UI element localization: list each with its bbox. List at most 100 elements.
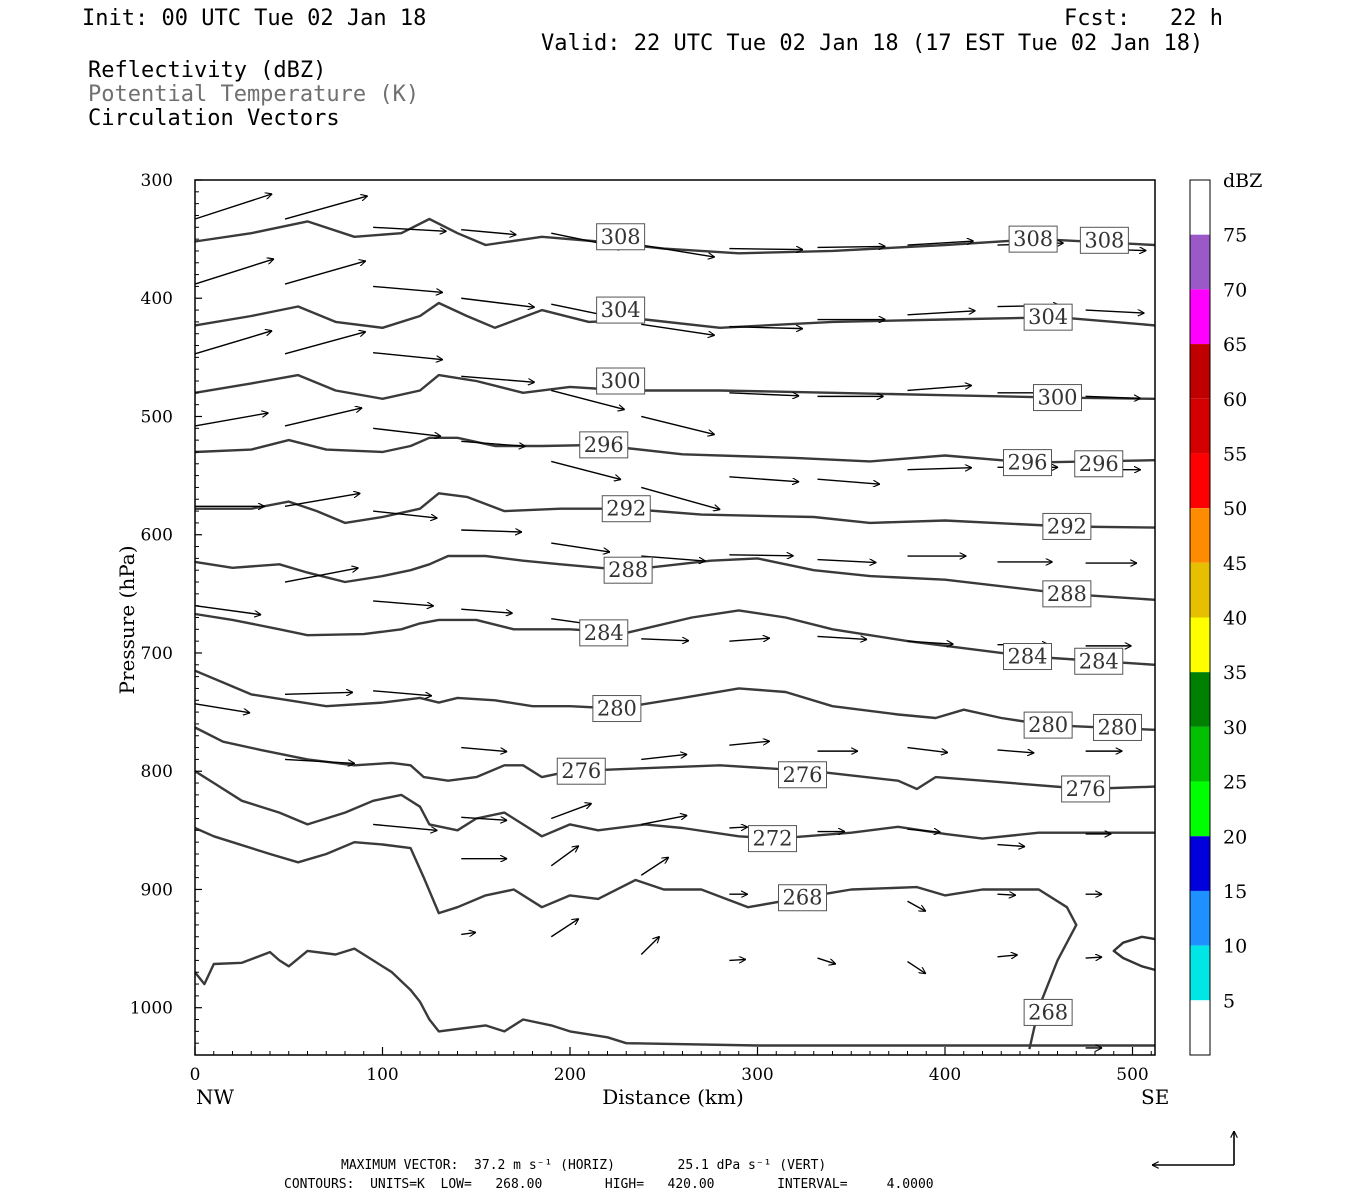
colorbar-segment bbox=[1190, 453, 1210, 509]
contour-label-box bbox=[601, 495, 651, 523]
circulation-vector bbox=[284, 493, 360, 508]
circulation-vector bbox=[194, 331, 272, 355]
circulation-vector bbox=[997, 894, 1016, 895]
circulation-vector bbox=[373, 600, 434, 606]
circulation-vector bbox=[461, 228, 516, 235]
x-axis-title: Distance (km) bbox=[602, 1085, 744, 1109]
contour-label-box bbox=[778, 761, 827, 789]
colorbar-segment bbox=[1190, 234, 1210, 290]
colorbar-segment bbox=[1190, 180, 1210, 235]
circulation-vector bbox=[373, 285, 443, 292]
colorbar-label: 50 bbox=[1223, 498, 1247, 520]
circulation-vector bbox=[817, 560, 877, 563]
colorbar-segment bbox=[1190, 781, 1210, 837]
circulation-vector bbox=[551, 460, 621, 479]
circulation-vector bbox=[729, 741, 769, 746]
circulation-vector bbox=[997, 845, 1026, 847]
plot-frame bbox=[194, 179, 1156, 1056]
circulation-vector bbox=[550, 846, 579, 867]
contour-304 bbox=[194, 301, 1156, 329]
circulation-vector bbox=[907, 746, 948, 753]
contour-label-box bbox=[1023, 711, 1073, 739]
circulation-vector bbox=[907, 900, 926, 912]
colorbar-segment bbox=[1190, 344, 1210, 399]
contour-label: 300 bbox=[1037, 386, 1077, 410]
circulation-vector bbox=[907, 241, 974, 246]
circulation-vector bbox=[194, 194, 272, 220]
circulation-vector bbox=[729, 959, 746, 960]
maximum-vector-text: MAXIMUM VECTOR: 37.2 m s⁻¹ (HORIZ) 25.1 … bbox=[341, 1158, 827, 1173]
circulation-vector bbox=[1085, 957, 1103, 958]
colorbar-label: 65 bbox=[1223, 334, 1247, 356]
circulation-vector bbox=[373, 510, 437, 518]
contour-label-box bbox=[596, 296, 646, 324]
contour-308 bbox=[194, 217, 1156, 255]
circulation-vector bbox=[641, 815, 687, 826]
contour-label: 280 bbox=[1097, 715, 1137, 739]
colorbar-label: 60 bbox=[1223, 389, 1247, 411]
contour-label: 308 bbox=[1084, 228, 1124, 252]
colorbar-segment bbox=[1190, 945, 1210, 1001]
circulation-vector bbox=[373, 226, 447, 231]
circulation-vector bbox=[641, 754, 687, 761]
circulation-vector bbox=[907, 468, 972, 470]
contour-label: 276 bbox=[782, 763, 822, 787]
contour-label: 284 bbox=[584, 621, 624, 645]
circulation-vector bbox=[729, 476, 799, 482]
circulation-vector bbox=[907, 829, 941, 832]
x-tick-label: 400 bbox=[929, 1065, 961, 1085]
x-tick-label: 100 bbox=[366, 1065, 398, 1085]
contour-284 bbox=[194, 609, 1156, 666]
colorbar-segment bbox=[1190, 398, 1210, 454]
circulation-vector bbox=[729, 555, 793, 556]
circulation-vector bbox=[997, 955, 1018, 957]
colorbar-segment bbox=[1190, 289, 1210, 345]
circulation-vector bbox=[907, 311, 976, 316]
colorbar-label: 75 bbox=[1223, 225, 1247, 247]
circulation-vector bbox=[729, 638, 769, 641]
circulation-vector bbox=[641, 486, 720, 509]
colorbar-segment bbox=[1190, 890, 1210, 946]
contour-label-box bbox=[1093, 713, 1142, 741]
circulation-vector bbox=[817, 957, 836, 964]
contour-label-box bbox=[596, 223, 646, 251]
contour-label-box bbox=[1074, 450, 1124, 478]
circulation-vector bbox=[1085, 310, 1145, 313]
colorbar-label: 5 bbox=[1223, 990, 1235, 1012]
circulation-vector bbox=[284, 408, 362, 427]
colorbar-label: 40 bbox=[1223, 608, 1247, 630]
circulation-vector bbox=[641, 639, 689, 641]
circulation-vector bbox=[284, 196, 368, 220]
colorbar-segment bbox=[1190, 1000, 1210, 1055]
circulation-vector bbox=[997, 750, 1035, 753]
circulation-vector bbox=[284, 692, 353, 694]
circulation-vector bbox=[461, 530, 522, 532]
contour-label: 296 bbox=[1007, 451, 1047, 475]
contour-label-box bbox=[1023, 998, 1073, 1026]
contour-label: 268 bbox=[782, 886, 822, 910]
contour-label: 292 bbox=[606, 497, 646, 521]
contour-label-box bbox=[1003, 643, 1052, 671]
field-circulation-vectors: Circulation Vectors bbox=[88, 106, 340, 131]
y-tick-label: 1000 bbox=[130, 999, 173, 1019]
x-right-end-label: SE bbox=[1141, 1085, 1169, 1109]
circulation-vector bbox=[729, 827, 747, 828]
circulation-vector bbox=[373, 690, 432, 696]
contour-label-box bbox=[592, 695, 642, 723]
circulation-vector bbox=[907, 385, 972, 392]
circulation-vector bbox=[1085, 396, 1141, 398]
contour-268 bbox=[194, 947, 1155, 1047]
contour-label-box bbox=[1003, 449, 1052, 477]
circulation-vector bbox=[641, 244, 715, 257]
reflectivity-colorbar: 75 70 65 60 55 50 45 40 35 30 25 20 15 10 5 bbox=[1189, 179, 1247, 1056]
contour-label-box bbox=[1042, 512, 1092, 540]
contour-label: 276 bbox=[1066, 777, 1106, 801]
circulation-vector bbox=[461, 375, 535, 382]
contour-label-box bbox=[748, 825, 797, 853]
y-axis-title: Pressure (hPa) bbox=[115, 546, 139, 695]
theta-contours bbox=[194, 217, 1156, 1050]
valid-time: Valid: 22 UTC Tue 02 Jan 18 (17 EST Tue … bbox=[541, 31, 1204, 56]
contour-label-box bbox=[556, 757, 606, 785]
colorbar-frame bbox=[1189, 179, 1211, 1056]
contour-label: 272 bbox=[752, 827, 792, 851]
